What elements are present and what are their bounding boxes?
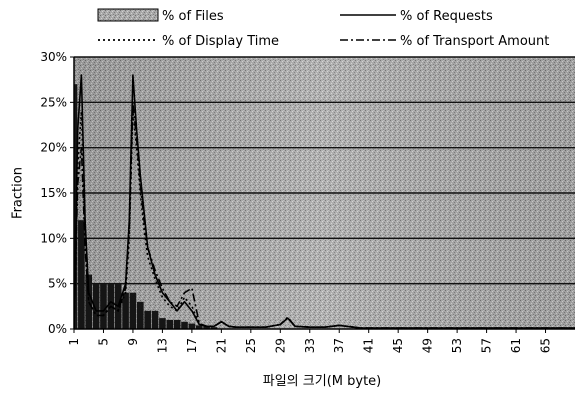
x-tick-label: 33	[303, 338, 317, 353]
files-bar	[144, 310, 151, 329]
x-tick-label: 57	[480, 338, 494, 353]
legend-swatch-files	[97, 8, 159, 22]
x-axis-title: 파일의 크기(M byte)	[263, 374, 381, 389]
files-bar	[100, 283, 107, 329]
x-tick-label: 45	[391, 338, 405, 353]
files-bar	[173, 319, 181, 329]
x-tick-label: 13	[155, 338, 169, 353]
x-tick-label: 65	[539, 338, 553, 353]
legend-item-requests: % of Requests	[340, 9, 493, 24]
x-tick-label: 41	[362, 338, 376, 353]
files-bar	[188, 323, 196, 329]
files-bar	[151, 310, 159, 329]
legend-label-files: % of Files	[162, 9, 224, 24]
files-bar	[203, 326, 210, 329]
files-bar	[181, 321, 188, 329]
y-tick-label: 30%	[40, 50, 67, 64]
y-axis-title: Fraction	[11, 167, 26, 219]
y-tick-label: 15%	[40, 186, 67, 200]
files-bar	[195, 325, 203, 329]
y-tick-label: 25%	[40, 95, 67, 109]
y-tick-labels: 0% 5% 10% 15% 20% 25% 30%	[40, 50, 74, 336]
files-bar	[136, 301, 144, 329]
files-bar	[129, 292, 137, 329]
files-bar	[85, 274, 93, 329]
x-tick-label: 9	[126, 338, 140, 346]
files-bar	[210, 327, 218, 329]
legend-item-files: % of Files	[97, 8, 224, 24]
legend-label-requests: % of Requests	[400, 9, 493, 24]
y-tick-label: 10%	[40, 231, 67, 245]
x-tick-label: 17	[185, 338, 199, 353]
legend-item-display-time: % of Display Time	[98, 34, 279, 49]
x-tick-label: 1	[67, 338, 81, 346]
y-tick-label: 5%	[48, 277, 67, 291]
files-bar	[166, 319, 174, 329]
files-bar	[92, 283, 100, 329]
x-tick-label: 29	[273, 338, 287, 353]
legend-label-display-time: % of Display Time	[162, 34, 279, 49]
legend: % of Files % of Requests % of Display Ti…	[97, 8, 549, 49]
gridlines	[74, 56, 575, 285]
x-tick-label: 25	[244, 338, 258, 353]
x-tick-labels: 1 5 9 13 17 21 25 29 33 37 41 45 49 53 57 61 65	[67, 329, 553, 353]
x-tick-label: 61	[509, 338, 523, 353]
series-lines	[74, 74, 575, 329]
x-tick-label: 49	[421, 338, 435, 353]
files-bar	[159, 318, 166, 329]
y-tick-label: 20%	[40, 141, 67, 155]
x-tick-label: 37	[332, 338, 346, 353]
transport-line	[74, 101, 575, 329]
y-tick-label: 0%	[48, 322, 67, 336]
x-tick-label: 5	[96, 338, 110, 346]
x-tick-label: 53	[450, 338, 464, 353]
legend-item-transport: % of Transport Amount	[340, 34, 549, 49]
files-bar	[122, 292, 129, 329]
files-bar	[78, 220, 85, 329]
legend-label-transport: % of Transport Amount	[400, 34, 549, 49]
x-tick-label: 21	[214, 338, 228, 353]
